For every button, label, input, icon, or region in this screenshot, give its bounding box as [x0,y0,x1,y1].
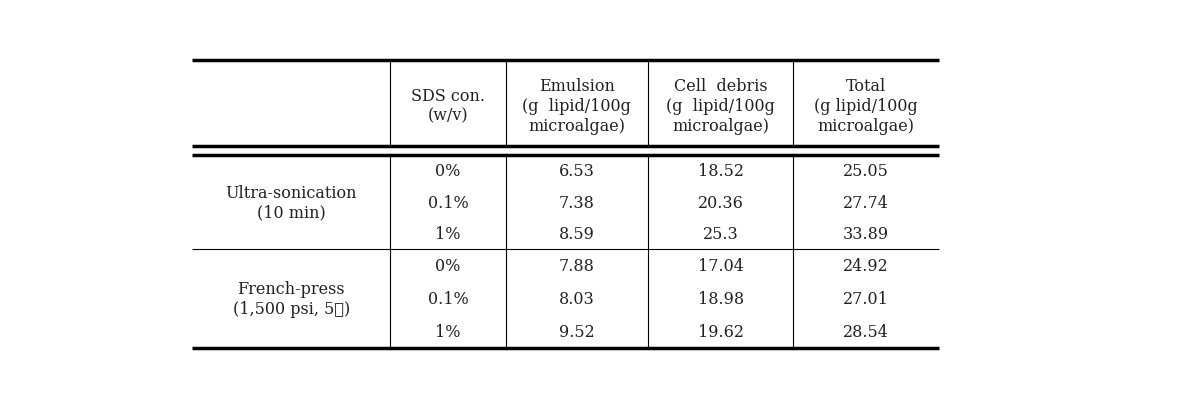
Text: Emulsion
(g  lipid/100g
microalgae): Emulsion (g lipid/100g microalgae) [523,78,631,134]
Text: 27.74: 27.74 [843,194,889,211]
Text: 19.62: 19.62 [697,323,744,340]
Text: 18.98: 18.98 [697,290,744,307]
Text: 0.1%: 0.1% [427,194,468,211]
Text: Cell  debris
(g  lipid/100g
microalgae): Cell debris (g lipid/100g microalgae) [666,78,775,134]
Text: 25.05: 25.05 [843,163,889,180]
Text: French-press
(1,500 psi, 5번): French-press (1,500 psi, 5번) [232,281,350,317]
Text: 20.36: 20.36 [697,194,744,211]
Text: 25.3: 25.3 [703,226,738,243]
Text: Ultra-sonication
(10 min): Ultra-sonication (10 min) [225,185,358,221]
Text: 1%: 1% [436,323,461,340]
Text: 24.92: 24.92 [843,258,889,275]
Text: SDS con.
(w/v): SDS con. (w/v) [411,88,485,124]
Text: 28.54: 28.54 [843,323,889,340]
Text: 0%: 0% [436,163,461,180]
Text: 8.03: 8.03 [559,290,595,307]
Text: 33.89: 33.89 [843,226,890,243]
Text: 7.88: 7.88 [559,258,595,275]
Text: 1%: 1% [436,226,461,243]
Text: Total
(g lipid/100g
microalgae): Total (g lipid/100g microalgae) [814,78,919,134]
Text: 0%: 0% [436,258,461,275]
Text: 27.01: 27.01 [843,290,889,307]
Text: 18.52: 18.52 [697,163,744,180]
Text: 17.04: 17.04 [697,258,744,275]
Text: 7.38: 7.38 [559,194,595,211]
Text: 0.1%: 0.1% [427,290,468,307]
Text: 9.52: 9.52 [559,323,595,340]
Text: 6.53: 6.53 [559,163,595,180]
Text: 8.59: 8.59 [559,226,595,243]
